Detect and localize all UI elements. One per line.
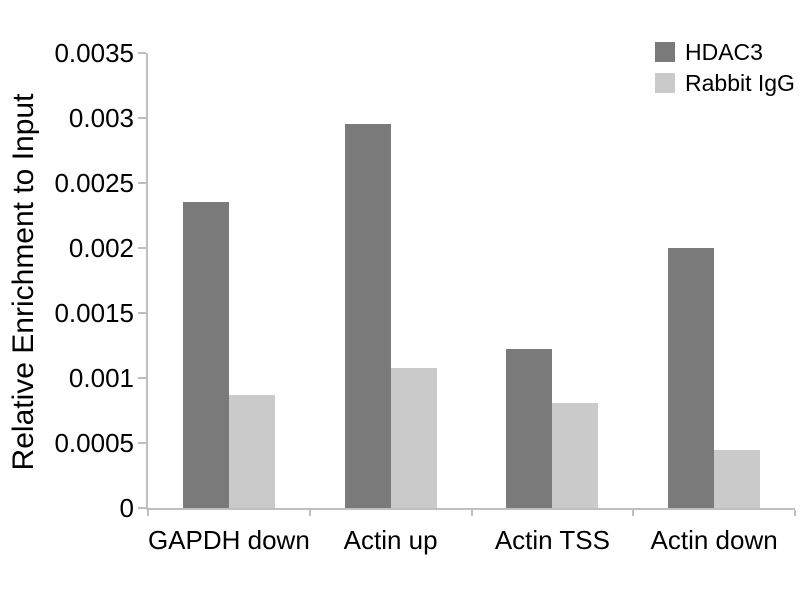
y-tick-label: 0.0025 [54,168,134,198]
y-tick-mark [138,52,146,54]
legend-entry: HDAC3 [655,40,795,64]
bar-rabbit-igg [228,395,275,508]
bar-rabbit-igg [552,403,599,508]
legend: HDAC3 Rabbit IgG [655,40,795,102]
y-tick-mark [138,507,146,509]
y-tick-label: 0.001 [68,363,134,393]
x-tick-mark [308,510,311,516]
y-tick-mark [138,442,146,444]
y-tick-label: 0.0015 [54,298,134,328]
x-tick-mark [470,510,473,516]
legend-swatch-icon [655,73,675,93]
legend-label: HDAC3 [685,39,763,65]
y-tick-mark [138,117,146,119]
x-axis-line [146,508,795,510]
y-tick-label: 0.0005 [54,428,134,458]
y-tick-mark [138,182,146,184]
x-tick-mark [147,510,149,516]
legend-swatch-icon [655,42,675,62]
x-category-label: GAPDH down [147,525,310,555]
y-tick-mark [138,247,146,249]
y-tick-label: 0.0035 [54,38,134,68]
legend-entry: Rabbit IgG [655,71,795,95]
legend-label: Rabbit IgG [685,70,795,96]
x-category-label: Actin up [343,525,438,555]
bar-hdac3 [668,248,715,508]
y-tick-label: 0 [119,493,134,523]
bar-hdac3 [182,202,229,508]
x-tick-mark [632,510,635,516]
bar-rabbit-igg [390,368,437,508]
x-category-label: Actin down [650,525,778,555]
y-tick-label: 0.003 [68,103,134,133]
bar-rabbit-igg [714,450,761,508]
y-tick-mark [138,312,146,314]
y-tick-label: 0.002 [68,233,134,263]
x-tick-mark [794,510,796,516]
x-category-label: Actin TSS [494,525,610,555]
bar-hdac3 [506,349,553,508]
bar-hdac3 [344,124,391,508]
y-axis-line [146,53,148,510]
y-tick-mark [138,377,146,379]
